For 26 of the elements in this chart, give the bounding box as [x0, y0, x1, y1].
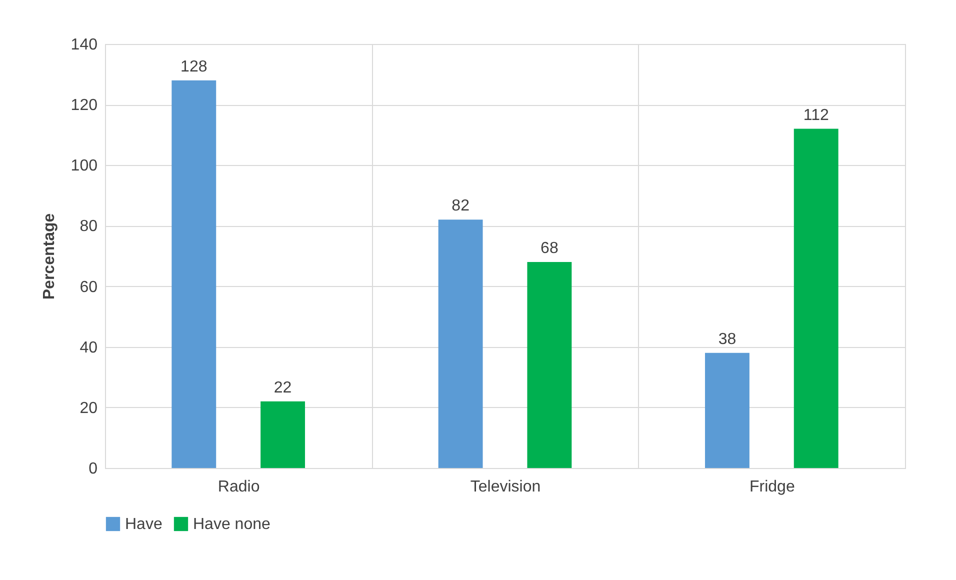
data-label: 38 — [718, 330, 736, 348]
y-tick-label: 120 — [70, 97, 98, 114]
y-tick-label: 40 — [80, 339, 98, 356]
bar — [438, 220, 483, 468]
y-axis-title: Percentage — [40, 213, 58, 300]
data-label: 82 — [452, 198, 470, 215]
data-label: 128 — [180, 58, 208, 76]
data-label: 22 — [274, 379, 292, 396]
legend-label: Have — [125, 516, 162, 533]
data-label: 68 — [540, 240, 558, 258]
y-tick-label: 60 — [80, 278, 98, 296]
data-label: 112 — [803, 106, 829, 124]
bar — [794, 128, 838, 468]
x-tick-label: Radio — [218, 478, 260, 496]
y-tick-label: 0 — [88, 460, 98, 478]
y-tick-label: 20 — [80, 400, 98, 417]
x-tick-label: Fridge — [749, 478, 795, 496]
bar — [527, 262, 572, 468]
legend-label: Have none — [193, 516, 270, 533]
y-tick-label: 80 — [80, 218, 98, 236]
bar — [705, 352, 750, 468]
y-tick-label: 100 — [70, 158, 98, 175]
x-tick-label: Television — [470, 478, 541, 496]
bar — [260, 401, 305, 468]
y-tick-label: 140 — [70, 36, 98, 54]
bar — [172, 80, 216, 468]
